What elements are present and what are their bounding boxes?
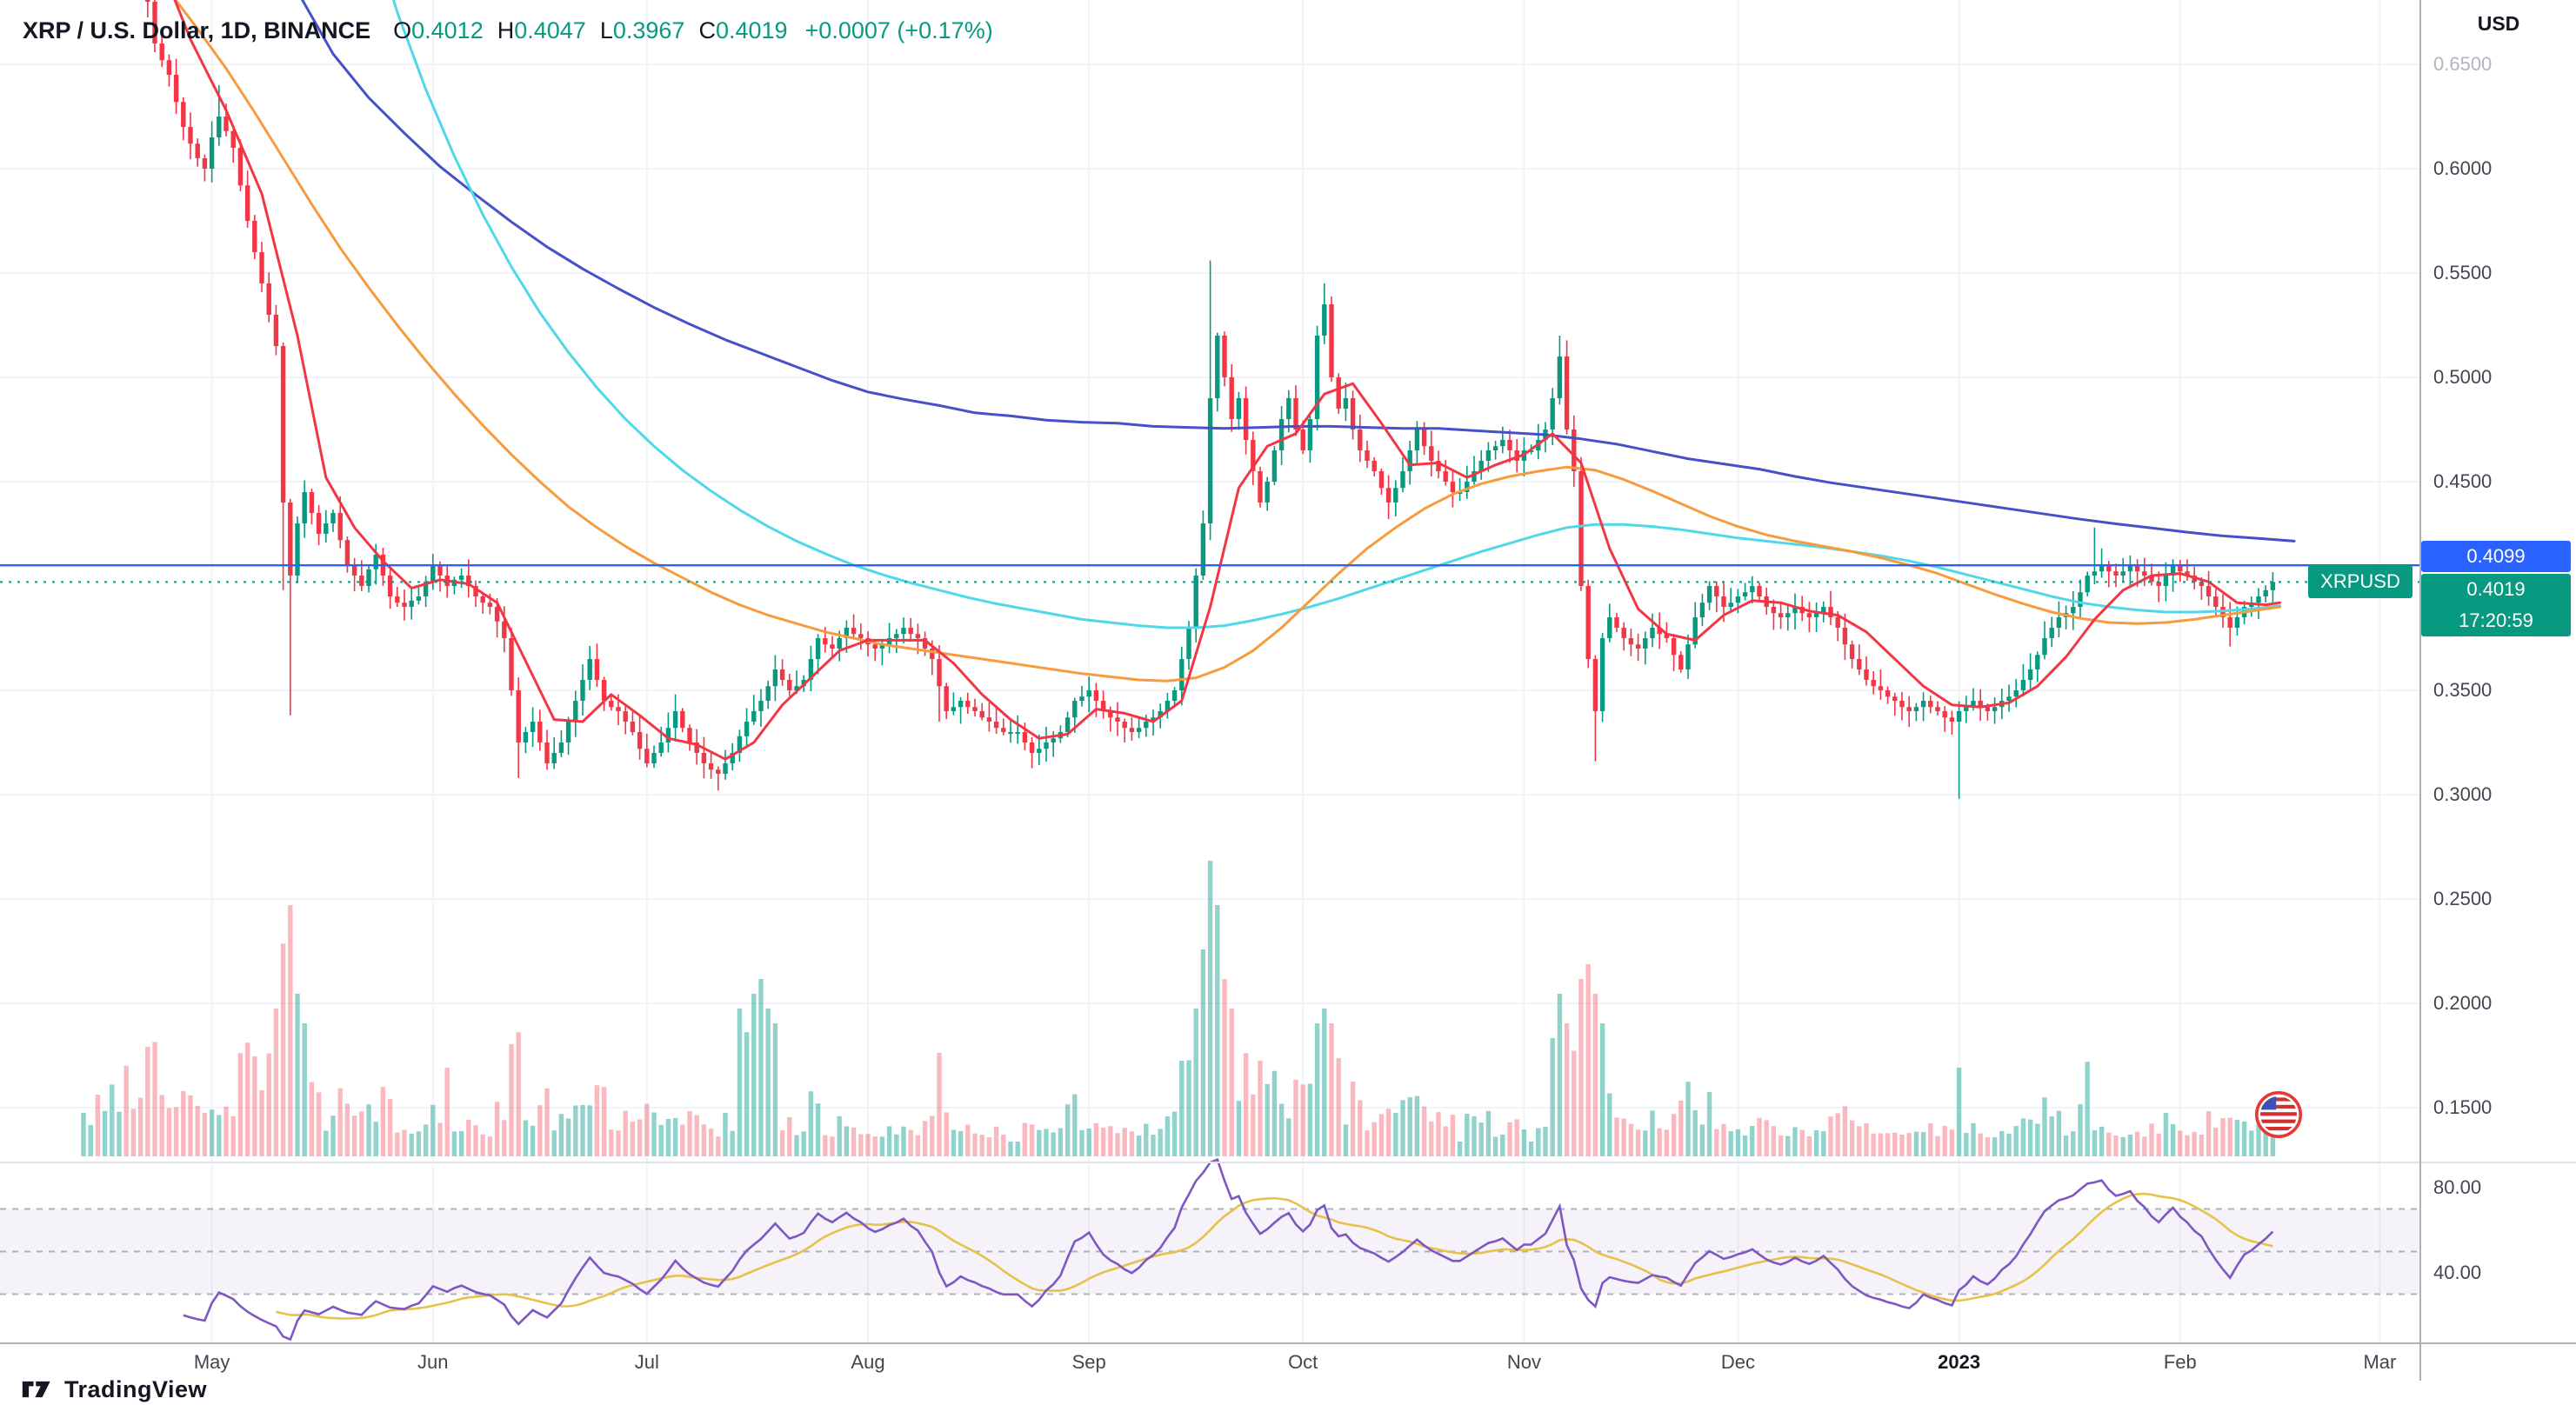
time-axis[interactable]: May Jun Jul Aug Sep Oct Nov Dec 2023 Feb Mar: [0, 1346, 2419, 1379]
ma-fast-red: [173, 0, 2282, 761]
change-value: +0.0007 (+0.17%): [804, 17, 993, 43]
price-axis[interactable]: USD 0.4099 0.4019 17:20:59 0.6500 0.6000 0…: [2421, 0, 2576, 1342]
tradingview-logo[interactable]: TradingView: [21, 1376, 207, 1403]
alert-line-price-badge[interactable]: 0.4099: [2421, 541, 2571, 573]
time-tick-label: Mar: [2363, 1351, 2397, 1373]
price-tick-label: 0.5500: [2433, 262, 2493, 283]
price-tick-label: 0.2500: [2433, 888, 2493, 909]
price-tick-label: 0.6000: [2433, 157, 2493, 179]
rsi-tick-label: 80.00: [2433, 1176, 2482, 1198]
ohlc-l: L0.3967: [599, 17, 685, 43]
price-tick-label: 0.1500: [2433, 1096, 2493, 1118]
us-flag-icon[interactable]: [2254, 1090, 2303, 1139]
ohlc-h: H0.4047: [497, 17, 586, 43]
tradingview-logo-text: TradingView: [64, 1375, 208, 1402]
time-tick-label: Aug: [851, 1351, 885, 1373]
time-tick-label: Oct: [1288, 1351, 1318, 1373]
price-tick-label: 0.6500: [2433, 53, 2493, 75]
symbol-title[interactable]: XRP / U.S. Dollar, 1D, BINANCE: [23, 17, 371, 43]
price-line-symbol-badge: XRPUSD: [2308, 565, 2412, 599]
tradingview-logo-icon: [22, 1381, 50, 1398]
ohlc-o: O0.4012: [393, 17, 484, 43]
chart-legend[interactable]: XRP / U.S. Dollar, 1D, BINANCE O0.4012 H0…: [23, 17, 993, 44]
ohlc-values: O0.4012 H0.4047 L0.3967 C0.4019: [393, 17, 801, 44]
price-tick-label: 0.2000: [2433, 992, 2493, 1014]
bar-countdown: 17:20:59: [2459, 609, 2533, 632]
rsi-line: [183, 1157, 2274, 1342]
price-axis-separator: [2419, 0, 2421, 1381]
last-price-badge: 0.4019 17:20:59: [2421, 574, 2571, 637]
ohlc-c: C0.4019: [698, 17, 788, 43]
currency-label: USD: [2477, 12, 2520, 35]
rsi-tick-label: 40.00: [2433, 1262, 2482, 1283]
time-tick-label: Jul: [634, 1351, 659, 1373]
price-tick-label: 0.4500: [2433, 470, 2493, 492]
pane-separator[interactable]: [0, 1162, 2576, 1163]
ma-mid-orange: [174, 0, 2282, 683]
time-axis-separator: [0, 1342, 2576, 1344]
time-tick-label: May: [193, 1351, 230, 1373]
footer: TradingView: [21, 1375, 207, 1403]
time-tick-label: 2023: [1938, 1351, 1981, 1373]
time-tick-label: Feb: [2163, 1351, 2197, 1373]
time-tick-label: Dec: [1720, 1351, 1755, 1373]
candlestick-chart[interactable]: [0, 0, 2419, 1342]
time-tick-label: Sep: [1071, 1351, 1106, 1373]
ma-slow-cyan: [391, 0, 2282, 629]
rsi-ma-line: [276, 1192, 2273, 1320]
time-tick-label: Nov: [1506, 1351, 1541, 1373]
ma-long-blue: [300, 0, 2296, 543]
last-price-value: 0.4019: [2466, 578, 2526, 601]
time-tick-label: Jun: [417, 1351, 449, 1373]
price-tick-label: 0.3500: [2433, 679, 2493, 701]
price-tick-label: 0.3000: [2433, 783, 2493, 805]
price-tick-label: 0.5000: [2433, 366, 2493, 388]
